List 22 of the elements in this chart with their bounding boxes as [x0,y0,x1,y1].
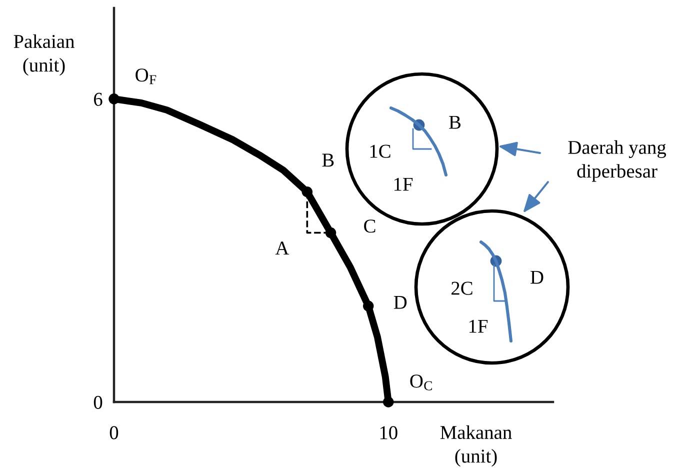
point [302,186,313,198]
y-tick-label: 6 [94,92,102,106]
y-axis-title: Pakaian (unit) [14,34,74,76]
point [108,94,120,104]
x-axis-title: Makanan (unit) [440,425,512,467]
annotation: B [449,116,461,129]
x-tick-label: 10 [380,426,398,440]
annotation: D [394,296,407,309]
annotation: C [364,220,376,233]
annotation: 1C [370,144,390,158]
annotation: O$_{C}$ [410,374,432,390]
annotation: 1F [469,320,488,333]
annotation: O$_{F}$ [136,68,156,84]
point [382,396,394,408]
point [325,227,336,238]
annotation: A [275,242,290,254]
text: Daerah yang diperbesar [568,140,666,182]
annotation: D [530,270,544,284]
annotation: 1F [394,178,413,191]
annotation: 2C [452,282,472,295]
point [362,300,374,312]
annotation: B [322,154,334,167]
